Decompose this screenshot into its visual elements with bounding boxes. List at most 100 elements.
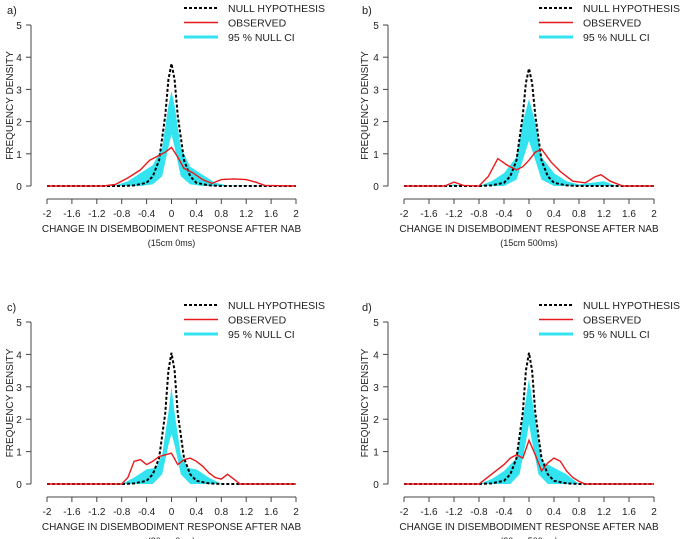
x-tick-label: -2 bbox=[400, 209, 409, 220]
legend: NULL HYPOTHESIS OBSERVED 95 % NULL CI bbox=[184, 300, 325, 341]
panel-label: c) bbox=[7, 302, 16, 314]
y-axis-label: FREQUENCY DENSITY bbox=[5, 348, 16, 457]
x-tick-label: -1.2 bbox=[88, 209, 106, 220]
chart-panel-3: c) 0 1 2 3 4 5 FREQUENCY DENSITY -2 -1.6 -1.2 -0.8-… bbox=[5, 300, 325, 539]
x-tick-label: 0.4 bbox=[547, 507, 561, 518]
x-tick-label: -1.6 bbox=[420, 209, 438, 220]
legend-entry: 95 % NULL CI bbox=[228, 32, 295, 44]
x-tick-label: -1.6 bbox=[420, 507, 438, 518]
x-tick-label: 0 bbox=[526, 507, 532, 518]
y-tick-label: 4 bbox=[16, 350, 22, 361]
panel-subtitle: (30cm 0ms) bbox=[148, 536, 196, 539]
observed-line bbox=[404, 438, 654, 485]
x-axis-label: CHANGE IN DISEMBODIMENT RESPONSE AFTER N… bbox=[42, 224, 302, 235]
y-tick-label: 3 bbox=[16, 383, 22, 394]
chart-panel-2: b) 0 1 2 3 4 5 FREQUENCY DENSITY -2 -1.6 -1.2 -0.8-… bbox=[360, 3, 680, 248]
x-tick-label: 0.8 bbox=[214, 209, 228, 220]
y-tick-label: 1 bbox=[373, 150, 379, 161]
legend-entry: NULL HYPOTHESIS bbox=[228, 3, 325, 15]
x-tick-label: 2 bbox=[651, 209, 657, 220]
x-tick-label: -2 bbox=[400, 507, 409, 518]
y-axis-label: FREQUENCY DENSITY bbox=[360, 51, 371, 160]
legend: NULL HYPOTHESIS OBSERVED 95 % NULL CI bbox=[539, 300, 680, 341]
x-tick-label: -0.8 bbox=[113, 507, 131, 518]
y-tick-label: 5 bbox=[373, 21, 379, 32]
null-hypothesis-line bbox=[404, 352, 654, 485]
y-tick-label: 3 bbox=[373, 383, 379, 394]
x-tick-label: -2 bbox=[43, 507, 52, 518]
panel-subtitle: (15cm 0ms) bbox=[148, 238, 196, 248]
y-tick-label: 5 bbox=[16, 318, 22, 329]
x-tick-label: 0.8 bbox=[214, 507, 228, 518]
y-tick-label: 3 bbox=[373, 85, 379, 96]
legend: NULL HYPOTHESIS OBSERVED 95 % NULL CI bbox=[184, 3, 325, 44]
panel-subtitle: (30cm 500ms) bbox=[500, 536, 558, 539]
x-tick-label: 2 bbox=[651, 507, 657, 518]
x-tick-label: 1.2 bbox=[239, 507, 253, 518]
ci-band bbox=[47, 91, 296, 186]
legend-entry: 95 % NULL CI bbox=[583, 329, 650, 341]
ci-band bbox=[47, 386, 296, 484]
legend-entry: OBSERVED bbox=[583, 18, 642, 30]
x-tick-label: -1.2 bbox=[445, 507, 463, 518]
legend-entry: OBSERVED bbox=[228, 18, 287, 30]
y-tick-label: 4 bbox=[16, 53, 22, 64]
y-tick-label: 4 bbox=[373, 350, 379, 361]
panel-label: b) bbox=[362, 5, 372, 17]
x-tick-label: 1.6 bbox=[622, 507, 636, 518]
x-tick-label: -1.2 bbox=[88, 507, 106, 518]
ci-band bbox=[404, 99, 654, 186]
x-tick-label: 0.8 bbox=[572, 209, 586, 220]
x-tick-label: 1.2 bbox=[597, 507, 611, 518]
legend-entry: OBSERVED bbox=[228, 315, 287, 327]
legend-entry: NULL HYPOTHESIS bbox=[583, 3, 680, 15]
observed-line bbox=[404, 148, 654, 187]
x-tick-label: -1.2 bbox=[445, 209, 463, 220]
chart-panel-1: a) 0 1 2 3 4 5 FREQUENCY DENSITY -2 -1.6 -1.2 -0.8-… bbox=[5, 3, 325, 248]
x-tick-label: 0 bbox=[169, 209, 175, 220]
y-tick-label: 0 bbox=[16, 182, 22, 193]
y-tick-label: 0 bbox=[16, 480, 22, 491]
x-tick-label: -1.6 bbox=[63, 507, 81, 518]
ci-band bbox=[404, 378, 654, 484]
x-tick-label: -0.8 bbox=[470, 209, 488, 220]
x-tick-label: 1.6 bbox=[622, 209, 636, 220]
y-axis-label: FREQUENCY DENSITY bbox=[360, 348, 371, 457]
panel-label: a) bbox=[7, 5, 17, 17]
x-tick-label: -1.6 bbox=[63, 209, 81, 220]
x-tick-label: 0.4 bbox=[547, 209, 561, 220]
x-tick-label: -0.4 bbox=[138, 507, 156, 518]
legend-entry: OBSERVED bbox=[583, 315, 642, 327]
x-tick-label: -0.4 bbox=[495, 507, 513, 518]
x-tick-label: -0.4 bbox=[138, 209, 156, 220]
y-tick-label: 1 bbox=[16, 448, 22, 459]
x-tick-label: -0.8 bbox=[113, 209, 131, 220]
legend-entry: NULL HYPOTHESIS bbox=[583, 300, 680, 312]
y-axis-label: FREQUENCY DENSITY bbox=[5, 51, 16, 160]
x-tick-label: -2 bbox=[43, 209, 52, 220]
panel-label: d) bbox=[362, 302, 372, 314]
y-tick-label: 0 bbox=[373, 480, 379, 491]
x-tick-label: 2 bbox=[293, 507, 299, 518]
y-tick-label: 4 bbox=[373, 53, 379, 64]
y-tick-label: 2 bbox=[16, 415, 22, 426]
null-hypothesis-line bbox=[47, 63, 296, 187]
y-tick-label: 5 bbox=[16, 21, 22, 32]
legend: NULL HYPOTHESIS OBSERVED 95 % NULL CI bbox=[539, 3, 680, 44]
y-tick-label: 2 bbox=[373, 118, 379, 129]
y-tick-label: 3 bbox=[16, 85, 22, 96]
y-tick-label: 1 bbox=[16, 150, 22, 161]
x-tick-label: 1.6 bbox=[264, 507, 278, 518]
x-tick-label: 2 bbox=[293, 209, 299, 220]
observed-line bbox=[47, 146, 297, 187]
x-tick-label: 1.2 bbox=[597, 209, 611, 220]
x-tick-label: 0 bbox=[526, 209, 532, 220]
x-tick-label: 0 bbox=[169, 507, 175, 518]
x-tick-label: 0.8 bbox=[572, 507, 586, 518]
panel-subtitle: (15cm 500ms) bbox=[500, 238, 558, 248]
y-tick-label: 1 bbox=[373, 448, 379, 459]
y-tick-label: 2 bbox=[16, 118, 22, 129]
y-tick-label: 2 bbox=[373, 415, 379, 426]
null-hypothesis-line bbox=[404, 68, 654, 187]
